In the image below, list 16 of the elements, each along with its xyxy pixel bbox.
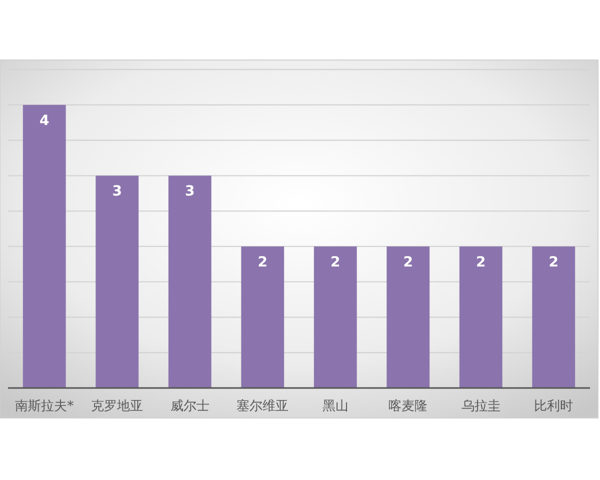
- x-tick-label: 比利时: [534, 399, 574, 414]
- data-label: 4: [40, 112, 50, 129]
- data-label: 2: [258, 254, 268, 270]
- data-label: 2: [330, 254, 340, 270]
- data-label: 3: [112, 184, 122, 200]
- x-tick-label: 威尔士: [170, 399, 210, 414]
- x-tick-label: 塞尔维亚: [236, 398, 289, 414]
- x-tick-label: 喀麦隆: [388, 399, 428, 414]
- data-label: 3: [185, 184, 195, 200]
- x-tick-label: 黑山: [322, 399, 348, 414]
- data-label: 2: [548, 254, 558, 270]
- data-label: 2: [476, 254, 486, 270]
- data-label: 2: [403, 254, 413, 270]
- x-tick-label: 南斯拉夫*: [15, 399, 74, 414]
- x-tick-label: 乌拉圭: [461, 399, 500, 414]
- x-tick-label: 克罗地亚: [91, 399, 144, 414]
